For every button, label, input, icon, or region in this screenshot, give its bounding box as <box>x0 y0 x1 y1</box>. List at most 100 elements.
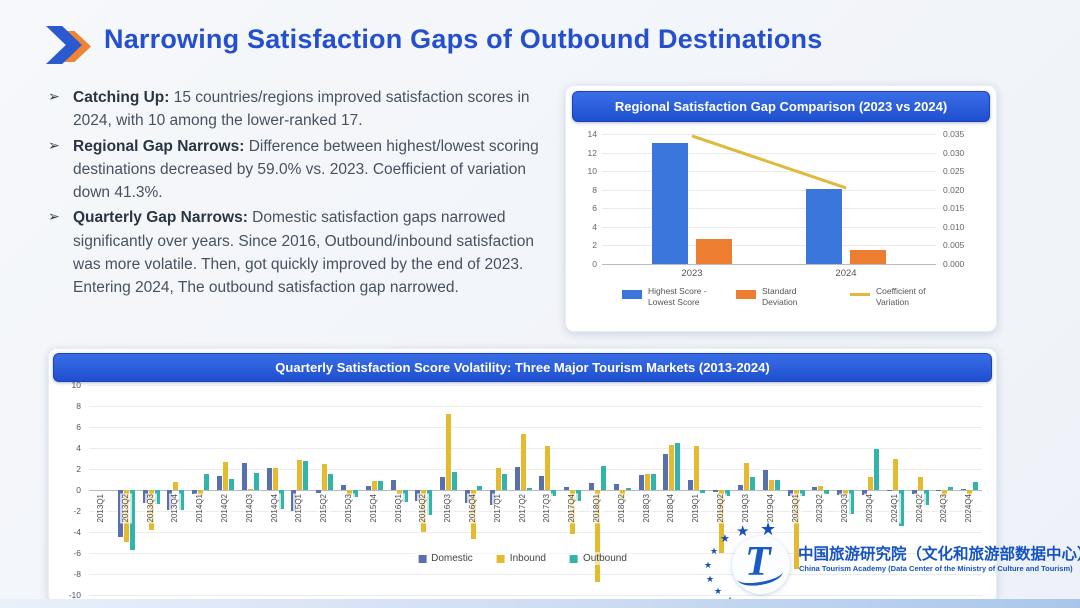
bullet-text: Domestic satisfaction gaps narrowed sign… <box>73 209 534 296</box>
inbound-bar <box>173 481 179 490</box>
bar-standard-deviation <box>850 250 886 264</box>
domestic-bar <box>192 490 198 495</box>
gridline <box>89 406 982 407</box>
inbound-bar <box>222 461 228 490</box>
domestic-bar <box>341 484 346 491</box>
legend-swatch <box>496 554 505 563</box>
domestic-bar <box>936 490 942 492</box>
legend-swatch <box>736 290 756 299</box>
inbound-bar <box>446 414 452 490</box>
cta-logo-text-cn: 中国旅游研究院（文化和旅游部数据中心） <box>798 546 1080 563</box>
gridline <box>89 427 982 428</box>
x-tick-label: 2019Q2 <box>715 493 727 524</box>
outbound-bar <box>452 472 458 490</box>
domestic-bar <box>762 470 768 490</box>
left-axis-tick: 12 <box>587 147 597 158</box>
gridline <box>89 490 982 491</box>
x-tick-label: 2014Q3 <box>243 493 256 524</box>
x-tick-label: 2016Q1 <box>392 493 405 524</box>
domestic-bar <box>390 479 396 490</box>
domestic-bar <box>713 490 718 493</box>
y-axis-tick: 6 <box>76 422 81 432</box>
inbound-bar <box>793 490 799 569</box>
outbound-bar <box>973 481 979 490</box>
bar-highest-lowest <box>806 188 842 264</box>
x-tick-label: 2019Q1 <box>690 493 703 524</box>
y-axis-tick: 8 <box>76 401 81 411</box>
domestic-bar <box>613 483 619 490</box>
legend-item: Inbound <box>496 553 546 564</box>
outbound-bar <box>601 465 606 490</box>
cta-logo-t-icon: T <box>732 536 790 594</box>
domestic-bar <box>737 484 743 491</box>
outbound-bar <box>898 490 904 526</box>
gridline <box>89 469 982 470</box>
domestic-bar <box>564 486 570 490</box>
outbound-bar <box>501 474 507 491</box>
left-axis-tick: 2 <box>592 240 597 251</box>
inbound-bar <box>892 458 898 490</box>
legend-label: Inbound <box>509 553 546 564</box>
bottom-decoration-strip <box>0 599 1080 608</box>
outbound-bar <box>948 486 954 490</box>
regional-chart-title: Regional Satisfaction Gap Comparison (20… <box>572 91 990 122</box>
legend-label: Standard Deviation <box>762 286 798 307</box>
gridline <box>602 245 936 247</box>
bar-highest-lowest <box>652 143 688 264</box>
inbound-bar <box>743 462 749 490</box>
inbound-bar <box>247 489 253 491</box>
logo-star-icon: ★ <box>760 519 777 539</box>
gridline <box>89 448 982 449</box>
outbound-bar <box>179 490 185 510</box>
domestic-bar <box>861 490 867 496</box>
logo-star-icon: ★ <box>704 560 713 570</box>
legend-swatch <box>622 290 642 299</box>
domestic-bar <box>961 489 967 491</box>
logo-star-icon: ★ <box>714 586 723 596</box>
domestic-bar <box>539 476 545 490</box>
y-axis-tick: 2 <box>76 464 81 474</box>
x-tick-label: 2015Q1 <box>293 493 306 524</box>
bullet-arrow-icon: ➢ <box>48 136 60 153</box>
logo-star-icon: ★ <box>736 523 750 540</box>
inbound-bar <box>818 485 824 490</box>
legend-label: Coefficient of Variation <box>876 286 926 307</box>
inbound-bar <box>867 477 873 490</box>
bottom-chart-legend: Domestic Inbound Outbound <box>412 552 633 565</box>
x-tick-label: 2014Q4 <box>268 493 281 524</box>
outbound-bar <box>402 490 408 502</box>
outbound-bar <box>328 474 334 491</box>
gridline <box>602 208 936 210</box>
x-tick-label: 2018Q3 <box>640 493 653 524</box>
legend-label: Domestic <box>431 553 473 564</box>
x-tick-label: 2017Q2 <box>516 493 529 524</box>
outbound-bar <box>725 490 730 497</box>
inbound-bar <box>297 459 303 490</box>
logo-star-icon: ★ <box>706 574 715 584</box>
outbound-bar <box>477 485 482 490</box>
outbound-bar <box>228 478 234 491</box>
x-tick-label: 2017Q4 <box>566 493 579 524</box>
x-tick-label: 2013Q2 <box>119 493 132 524</box>
x-tick-label: 2018Q1 <box>591 493 603 524</box>
inbound-bar <box>272 468 278 491</box>
x-tick-label: 2014Q2 <box>218 493 231 524</box>
legend-item: Coefficient of Variation <box>850 286 940 307</box>
x-tick-label: 2024Q3 <box>938 493 951 524</box>
left-axis-tick: 10 <box>587 166 597 177</box>
bullet-lead: Quarterly Gap Narrows: <box>73 209 248 227</box>
inbound-bar <box>545 445 551 490</box>
x-tick-label: 2015Q4 <box>367 493 380 524</box>
x-tick-label: 2016Q3 <box>442 493 455 524</box>
logo-star-icon: ★ <box>710 546 719 556</box>
left-axis-tick: 4 <box>592 221 597 232</box>
x-tick-label: 2023Q4 <box>863 493 876 524</box>
page-title: Narrowing Satisfaction Gaps of Outbound … <box>104 24 823 54</box>
logo-star-icon: ★ <box>720 533 730 545</box>
inbound-bar <box>917 477 923 490</box>
x-tick-label: 2017Q3 <box>541 493 554 524</box>
x-tick-label: 2023Q2 <box>814 493 827 524</box>
domestic-bar <box>911 490 917 495</box>
outbound-bar <box>278 490 284 509</box>
bullet-list: ➢ Catching Up: 15 countries/regions impro… <box>48 86 564 301</box>
